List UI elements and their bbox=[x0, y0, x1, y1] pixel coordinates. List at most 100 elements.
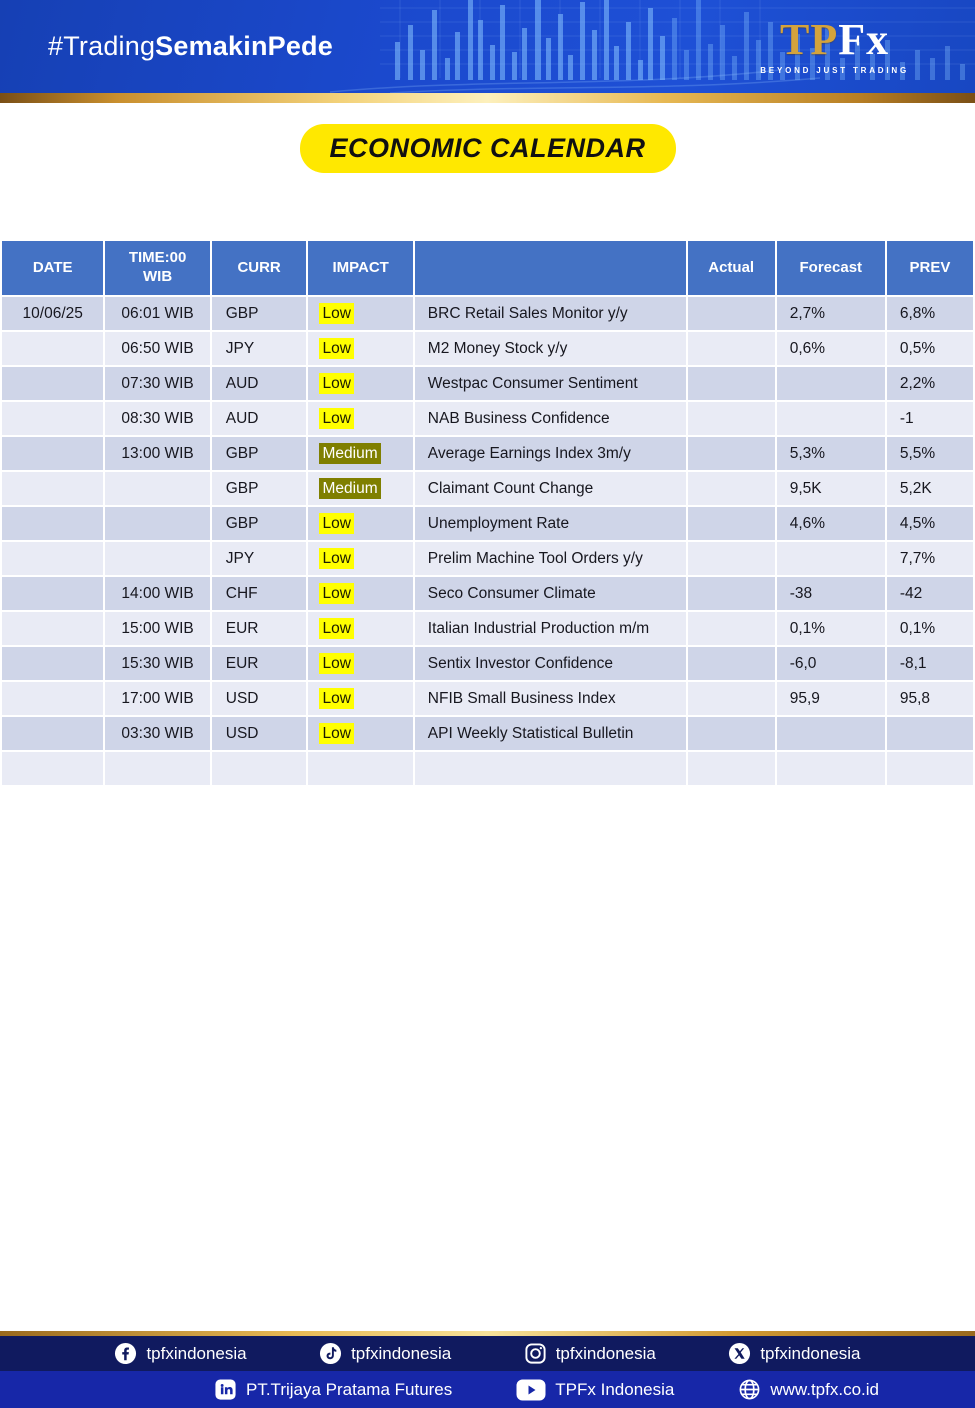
cell-time: 07:30 WIB bbox=[105, 367, 210, 400]
cell-actual bbox=[687, 332, 775, 365]
cell-curr: GBP bbox=[211, 472, 307, 505]
link-label: TPFx Indonesia bbox=[555, 1379, 675, 1399]
cell-prev: 5,2K bbox=[886, 472, 973, 505]
col-header-prev: PREV bbox=[886, 241, 973, 295]
cell-forecast bbox=[776, 752, 885, 785]
cell-prev: 0,1% bbox=[886, 612, 973, 645]
col-header-forecast: Forecast bbox=[776, 241, 885, 295]
cell-date bbox=[2, 647, 104, 680]
cell-time: 03:30 WIB bbox=[105, 717, 210, 750]
cell-date bbox=[2, 367, 104, 400]
economic-calendar-table: DATE TIME:00 WIB CURR IMPACT Actual Forec… bbox=[0, 239, 975, 787]
cell-impact: Low bbox=[308, 367, 413, 400]
impact-badge: Low bbox=[319, 513, 354, 534]
cell-impact: Low bbox=[308, 542, 413, 575]
cell-time: 15:30 WIB bbox=[105, 647, 210, 680]
cell-forecast: 9,5K bbox=[776, 472, 885, 505]
col-header-curr: CURR bbox=[211, 241, 307, 295]
cell-prev: 7,7% bbox=[886, 542, 973, 575]
cell-event bbox=[414, 752, 686, 785]
logo-tp: TP bbox=[780, 15, 839, 64]
linkedin-icon bbox=[215, 1379, 236, 1400]
impact-badge: Low bbox=[319, 618, 354, 639]
cell-actual bbox=[687, 402, 775, 435]
cell-prev: -8,1 bbox=[886, 647, 973, 680]
tiktok-icon bbox=[320, 1342, 342, 1365]
social-x[interactable]: tpfxindonesia bbox=[728, 1342, 861, 1365]
cell-date bbox=[2, 507, 104, 540]
campaign-hashtag: #TradingSemakinPede bbox=[48, 31, 333, 62]
whitespace-spacer bbox=[0, 787, 975, 1331]
cell-event: Average Earnings Index 3m/y bbox=[414, 437, 686, 470]
col-header-impact: IMPACT bbox=[308, 241, 413, 295]
cell-event: NFIB Small Business Index bbox=[414, 682, 686, 715]
impact-badge: Low bbox=[319, 723, 354, 744]
link-website[interactable]: www.tpfx.co.id bbox=[738, 1378, 879, 1401]
col-header-time-line2: WIB bbox=[143, 268, 173, 285]
cell-impact: Low bbox=[308, 507, 413, 540]
table-row: 13:00 WIB GBP Medium Average Earnings Index… bbox=[2, 437, 973, 470]
table-row: 10/06/25 06:01 WIB GBP Low BRC Retail Sales … bbox=[2, 297, 973, 330]
cell-forecast: 0,1% bbox=[776, 612, 885, 645]
cell-forecast: 5,3% bbox=[776, 437, 885, 470]
impact-badge: Low bbox=[319, 583, 354, 604]
cell-date bbox=[2, 717, 104, 750]
table-row: 15:00 WIB EUR Low Italian Industrial Produc… bbox=[2, 612, 973, 645]
cell-event: Italian Industrial Production m/m bbox=[414, 612, 686, 645]
facebook-icon bbox=[115, 1342, 137, 1365]
gold-divider-bottom bbox=[0, 1331, 975, 1336]
cell-date bbox=[2, 612, 104, 645]
table-row: 03:30 WIB USD Low API Weekly Statistical Bu… bbox=[2, 717, 973, 750]
top-banner: #TradingSemakinPede TPFx BEYOND JUST TRA… bbox=[0, 0, 975, 93]
hashtag-bold: SemakinPede bbox=[155, 31, 333, 61]
cell-time: 15:00 WIB bbox=[105, 612, 210, 645]
cell-forecast bbox=[776, 367, 885, 400]
col-header-event bbox=[414, 241, 686, 295]
logo-tagline: BEYOND JUST TRADING bbox=[760, 66, 909, 75]
impact-badge: Low bbox=[319, 303, 354, 324]
cell-impact: Low bbox=[308, 402, 413, 435]
social-instagram[interactable]: tpfxindonesia bbox=[524, 1342, 656, 1365]
youtube-icon bbox=[516, 1379, 546, 1400]
instagram-icon bbox=[525, 1343, 546, 1364]
cell-actual bbox=[687, 647, 775, 680]
impact-badge: Medium bbox=[319, 478, 381, 499]
table-body: 10/06/25 06:01 WIB GBP Low BRC Retail Sales … bbox=[2, 297, 973, 785]
cell-date bbox=[2, 472, 104, 505]
table-row: GBP Low Unemployment Rate 4,6% 4,5% bbox=[2, 507, 973, 540]
cell-curr: USD bbox=[211, 717, 307, 750]
table-row: 07:30 WIB AUD Low Westpac Consumer Sentimen… bbox=[2, 367, 973, 400]
cell-prev bbox=[886, 752, 973, 785]
social-tiktok[interactable]: tpfxindonesia bbox=[319, 1342, 451, 1365]
cell-prev bbox=[886, 717, 973, 750]
cell-date bbox=[2, 542, 104, 575]
cell-forecast: 0,6% bbox=[776, 332, 885, 365]
link-linkedin[interactable]: PT.Trijaya Pratama Futures bbox=[214, 1378, 452, 1401]
social-facebook[interactable]: tpfxindonesia bbox=[114, 1342, 247, 1365]
col-header-date: DATE bbox=[2, 241, 104, 295]
cell-forecast bbox=[776, 717, 885, 750]
cell-forecast bbox=[776, 402, 885, 435]
cell-date bbox=[2, 682, 104, 715]
cell-actual bbox=[687, 717, 775, 750]
cell-actual bbox=[687, 752, 775, 785]
link-youtube[interactable]: TPFx Indonesia bbox=[516, 1379, 674, 1401]
cell-time: 06:01 WIB bbox=[105, 297, 210, 330]
cell-curr: AUD bbox=[211, 402, 307, 435]
cell-curr: GBP bbox=[211, 437, 307, 470]
cell-impact: Low bbox=[308, 577, 413, 610]
cell-event: Claimant Count Change bbox=[414, 472, 686, 505]
impact-badge: Low bbox=[319, 653, 354, 674]
impact-badge: Low bbox=[319, 688, 354, 709]
cell-actual bbox=[687, 612, 775, 645]
cell-prev: 5,5% bbox=[886, 437, 973, 470]
cell-date bbox=[2, 752, 104, 785]
impact-badge: Low bbox=[319, 408, 354, 429]
cell-actual bbox=[687, 682, 775, 715]
table-row: 14:00 WIB CHF Low Seco Consumer Climate -38-… bbox=[2, 577, 973, 610]
impact-badge: Low bbox=[319, 548, 354, 569]
economic-calendar-table-wrap: DATE TIME:00 WIB CURR IMPACT Actual Forec… bbox=[0, 239, 975, 787]
cell-impact: Low bbox=[308, 647, 413, 680]
cell-impact bbox=[308, 752, 413, 785]
cell-curr: EUR bbox=[211, 647, 307, 680]
